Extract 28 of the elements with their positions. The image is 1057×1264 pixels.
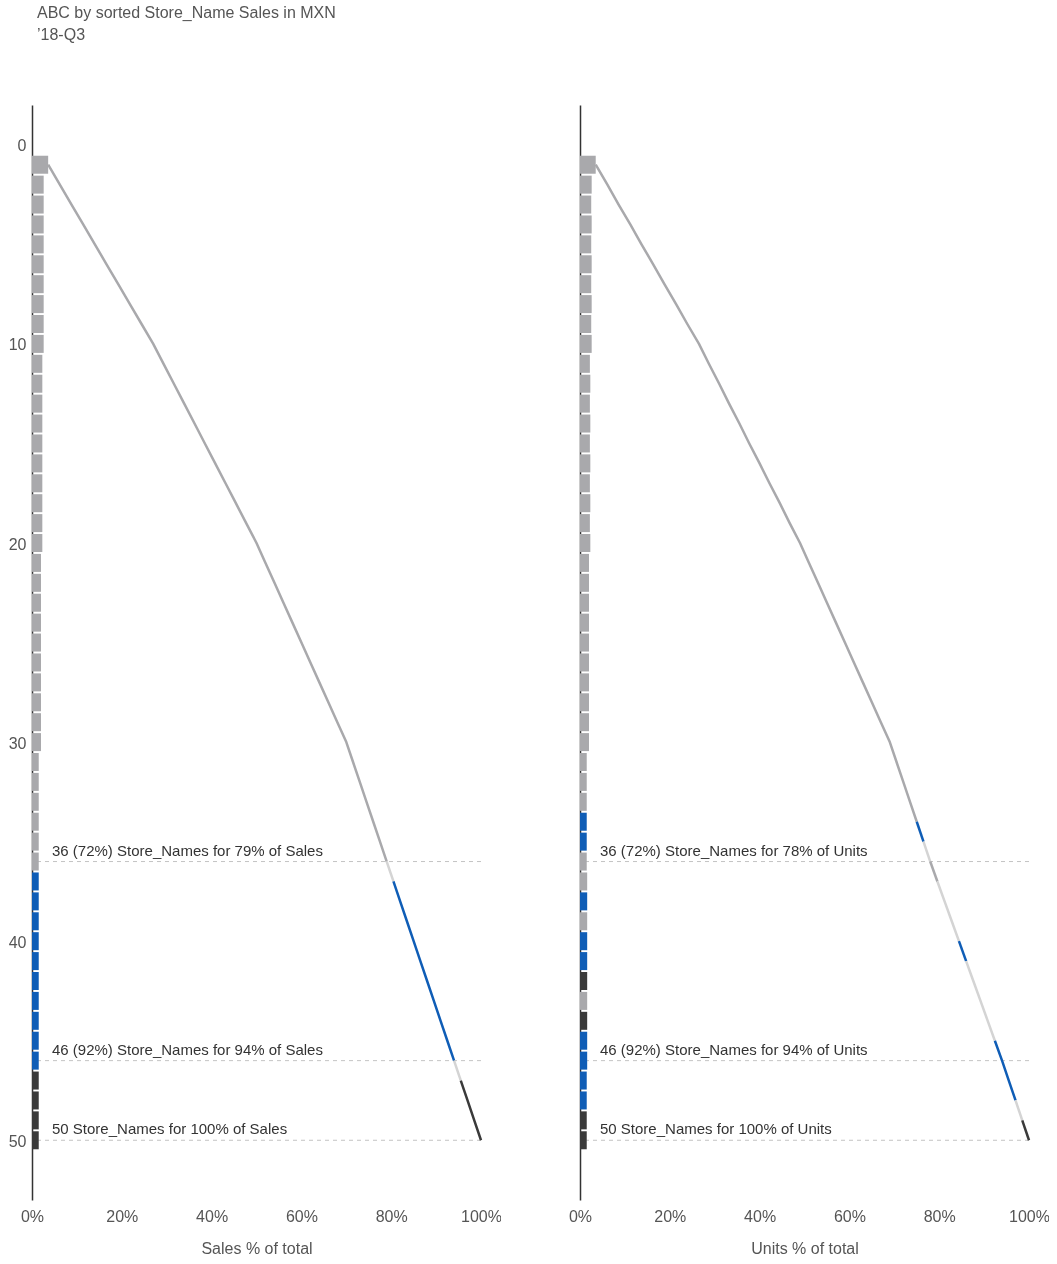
y-tick-label: 20 — [8, 535, 27, 553]
x-tick-label: 80% — [375, 1207, 408, 1225]
ref-line-label: 46 (92%) Store_Names for 94% of Units — [600, 1040, 868, 1058]
y-tick-label: 0 — [17, 137, 27, 155]
x-axis-title: Units % of total — [751, 1239, 859, 1257]
x-tick-label: 60% — [833, 1207, 866, 1225]
x-tick-label: 40% — [744, 1207, 777, 1225]
x-tick-label: 80% — [923, 1207, 956, 1225]
y-tick-label: 40 — [8, 933, 27, 951]
x-tick-label: 0% — [568, 1207, 593, 1225]
chart-title: ABC by sorted Store_Name Sales in MXN — [37, 3, 336, 23]
ref-line-label: 50 Store_Names for 100% of Sales — [52, 1120, 288, 1138]
y-tick-label: 10 — [8, 336, 27, 354]
ref-line-label: 50 Store_Names for 100% of Units — [600, 1120, 832, 1138]
y-tick-label: 30 — [8, 734, 27, 752]
x-tick-label: 20% — [654, 1207, 687, 1225]
ref-line-label: 46 (92%) Store_Names for 94% of Sales — [52, 1040, 323, 1058]
x-tick-label: 20% — [106, 1207, 139, 1225]
x-tick-label: 40% — [196, 1207, 229, 1225]
ref-line-label: 36 (72%) Store_Names for 78% of Units — [600, 841, 868, 859]
x-tick-label: 100% — [1009, 1207, 1050, 1225]
x-tick-label: 100% — [461, 1207, 502, 1225]
ref-line-label: 36 (72%) Store_Names for 79% of Sales — [52, 841, 323, 859]
y-tick-label: 50 — [8, 1132, 27, 1150]
chart-subtitle: ’18-Q3 — [37, 25, 87, 45]
x-tick-label: 60% — [285, 1207, 318, 1225]
x-axis-title: Sales % of total — [201, 1239, 313, 1257]
x-tick-label: 0% — [20, 1207, 45, 1225]
